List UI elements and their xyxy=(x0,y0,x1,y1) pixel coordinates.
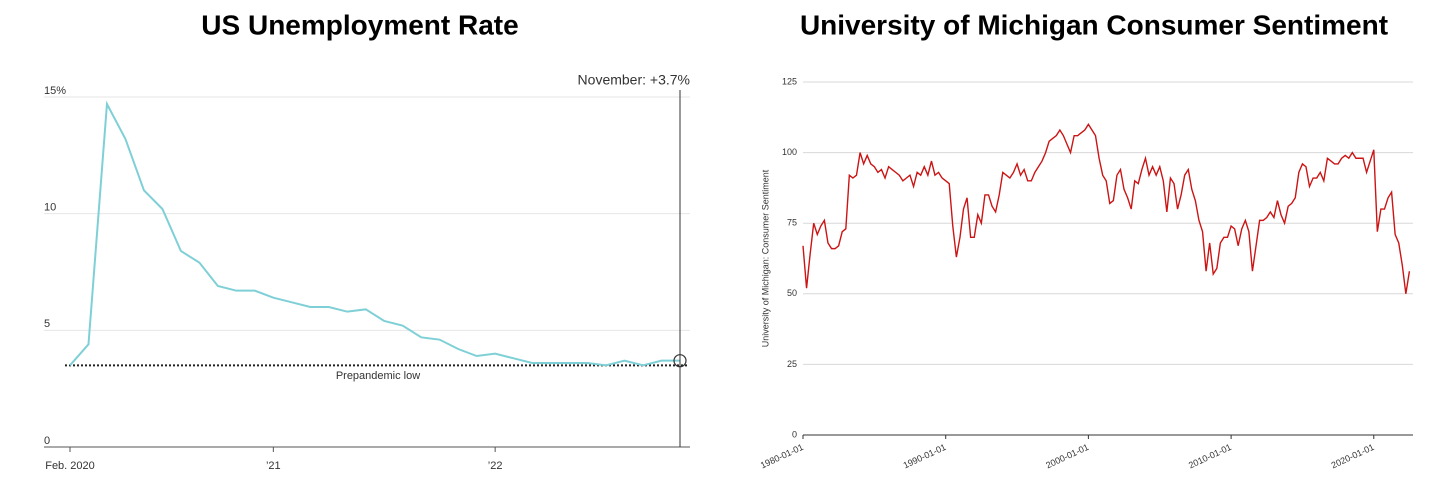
y-tick-label: 0 xyxy=(44,435,50,447)
y-tick-label: 25 xyxy=(787,359,797,369)
x-tick-label: Feb. 2020 xyxy=(45,460,95,472)
reference-label: Prepandemic low xyxy=(336,370,420,382)
chart-title: University of Michigan Consumer Sentimen… xyxy=(800,9,1388,40)
y-tick-label: 15% xyxy=(44,85,66,97)
x-tick-label: ’22 xyxy=(488,460,503,472)
chart-title: US Unemployment Rate xyxy=(201,9,518,40)
y-tick-label: 50 xyxy=(787,288,797,298)
y-tick-label: 125 xyxy=(782,76,797,86)
annotation: November: +3.7% xyxy=(578,72,690,88)
y-axis-label: University of Michigan: Consumer Sentime… xyxy=(760,169,770,347)
x-tick-label: 2020-01-01 xyxy=(1330,442,1376,471)
x-tick-label: 1980-01-01 xyxy=(759,442,805,471)
x-tick-label: 1990-01-01 xyxy=(902,442,948,471)
y-tick-label: 5 xyxy=(44,318,50,330)
x-tick-label: 2010-01-01 xyxy=(1187,442,1233,471)
x-tick-label: ’21 xyxy=(266,460,281,472)
y-tick-label: 0 xyxy=(792,429,797,439)
line-series xyxy=(69,100,680,367)
y-tick-label: 10 xyxy=(44,202,56,214)
y-tick-label: 75 xyxy=(787,218,797,228)
line-series xyxy=(802,123,1411,294)
y-tick-label: 100 xyxy=(782,147,797,157)
x-tick-label: 2000-01-01 xyxy=(1044,442,1090,471)
last-point xyxy=(673,354,687,368)
